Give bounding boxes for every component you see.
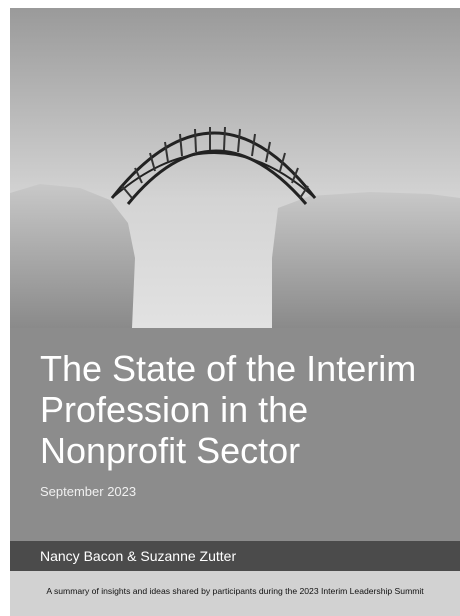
authors-bar: Nancy Bacon & Suzanne Zutter bbox=[10, 541, 460, 571]
date: September 2023 bbox=[40, 484, 137, 499]
summary-bar: A summary of insights and ideas shared b… bbox=[10, 571, 460, 616]
authors: Nancy Bacon & Suzanne Zutter bbox=[40, 548, 237, 564]
summary: A summary of insights and ideas shared b… bbox=[46, 586, 424, 596]
title: The State of the Interim Profession in t… bbox=[40, 348, 417, 471]
cover-photo bbox=[10, 8, 460, 328]
title-band: The State of the Interim Profession in t… bbox=[10, 328, 460, 541]
